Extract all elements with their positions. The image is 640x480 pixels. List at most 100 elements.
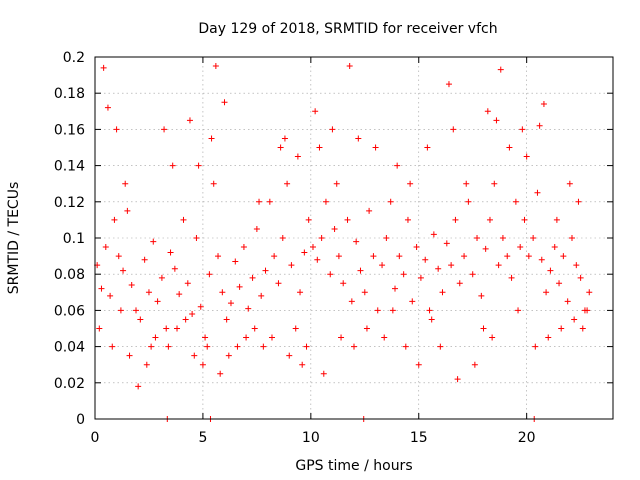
data-point	[538, 256, 545, 263]
data-point	[448, 262, 455, 269]
data-point	[422, 256, 429, 263]
data-point	[553, 216, 560, 223]
data-point	[478, 292, 485, 299]
data-point	[245, 305, 252, 312]
data-point	[456, 280, 463, 287]
data-point	[532, 343, 539, 350]
plot-frame	[94, 56, 614, 420]
data-point	[480, 325, 487, 332]
data-point	[232, 258, 239, 265]
data-point	[204, 343, 211, 350]
y-tick-label: 0.2	[63, 50, 85, 66]
data-point	[309, 244, 316, 251]
data-point	[353, 238, 360, 245]
data-point	[372, 144, 379, 151]
data-point	[197, 303, 204, 310]
data-point	[182, 316, 189, 323]
data-point	[167, 249, 174, 256]
data-point	[525, 253, 532, 260]
data-point	[519, 126, 526, 133]
grid-lines	[95, 57, 613, 419]
data-point	[540, 101, 547, 108]
data-point	[184, 280, 191, 287]
data-point	[301, 249, 308, 256]
data-point	[461, 253, 468, 260]
y-tick-label: 0.02	[54, 376, 85, 392]
data-point	[221, 99, 228, 106]
data-point	[344, 216, 351, 223]
data-point	[165, 343, 172, 350]
data-point	[586, 289, 593, 296]
data-point	[199, 361, 206, 368]
data-point	[407, 180, 414, 187]
data-point	[251, 325, 258, 332]
data-point	[124, 207, 131, 214]
data-point	[404, 216, 411, 223]
data-point	[195, 162, 202, 169]
data-point	[366, 207, 373, 214]
data-point	[383, 235, 390, 241]
data-point	[145, 289, 152, 296]
data-point	[262, 267, 269, 274]
data-point	[212, 63, 219, 70]
data-point	[191, 352, 198, 359]
data-point	[294, 153, 301, 160]
data-point	[430, 231, 437, 238]
data-point	[169, 162, 176, 169]
data-point	[260, 343, 267, 350]
data-point	[579, 325, 586, 332]
data-point	[329, 126, 336, 133]
data-point	[109, 343, 116, 350]
data-point	[508, 274, 515, 281]
data-point	[266, 198, 273, 205]
data-point	[443, 240, 450, 247]
data-point	[409, 298, 416, 305]
data-point	[530, 235, 537, 241]
data-point	[435, 265, 442, 272]
data-point	[158, 274, 165, 281]
data-point	[171, 265, 178, 272]
data-point	[208, 135, 215, 142]
data-point	[135, 383, 142, 390]
data-point	[256, 198, 263, 205]
data-point	[340, 280, 347, 287]
y-tick-label: 0	[76, 412, 85, 428]
data-point	[471, 361, 478, 368]
data-point	[338, 334, 345, 341]
data-point	[387, 198, 394, 205]
x-tick-labels: 0 5 10 15 20	[91, 430, 536, 446]
data-point	[568, 235, 575, 241]
data-point	[577, 274, 584, 281]
data-point	[560, 253, 567, 260]
data-point	[545, 334, 552, 341]
data-point	[424, 144, 431, 151]
data-point	[392, 285, 399, 292]
data-point	[303, 343, 310, 350]
data-point	[523, 153, 530, 160]
y-tick-label: 0.06	[54, 303, 85, 319]
data-point	[493, 117, 500, 124]
data-point	[107, 292, 114, 299]
data-point	[225, 352, 232, 359]
data-point	[236, 283, 243, 290]
data-point	[126, 352, 133, 359]
y-tick-label: 0.1	[63, 231, 85, 247]
data-point	[381, 334, 388, 341]
data-point	[374, 307, 381, 314]
data-point	[98, 285, 105, 292]
data-point	[573, 262, 580, 269]
data-point	[497, 66, 504, 73]
data-point	[258, 292, 265, 299]
data-point	[515, 307, 522, 314]
data-point	[249, 274, 256, 281]
data-point	[133, 307, 140, 314]
data-point	[117, 307, 124, 314]
x-tick-label: 10	[302, 430, 320, 446]
x-axis-label: GPS time / hours	[295, 458, 412, 474]
data-point	[277, 144, 284, 151]
data-point	[543, 289, 550, 296]
data-point	[297, 289, 304, 296]
data-point	[413, 244, 420, 251]
data-point	[445, 81, 452, 88]
y-tick-label: 0.08	[54, 267, 85, 283]
